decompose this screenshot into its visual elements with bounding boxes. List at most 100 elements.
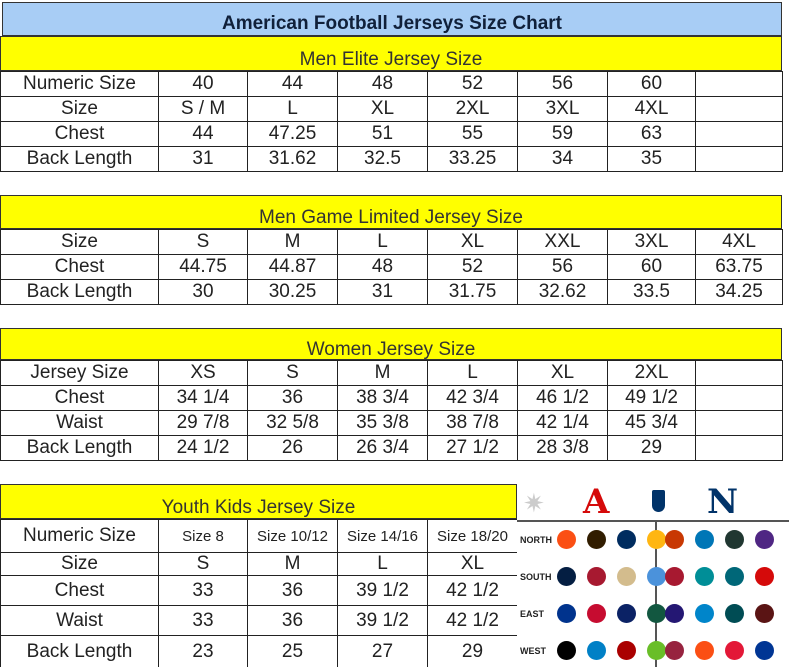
table-cell: XXL (517, 229, 608, 255)
table-cell: L (427, 360, 518, 386)
row-label: Size (0, 96, 159, 122)
table-cell: 29 (427, 635, 518, 667)
table-cell: XL (427, 552, 518, 576)
division-label: WEST (520, 646, 546, 656)
table-row: Chest 44.75 44.87 48 52 56 60 63.75 (0, 254, 783, 280)
table-cell: XL (517, 360, 608, 386)
row-label: Size (0, 552, 159, 576)
table-cell: Size 14/16 (337, 519, 428, 553)
nfc-logo: N (707, 482, 739, 522)
table-cell: 35 (607, 146, 696, 172)
row-label: Chest (0, 575, 159, 606)
size-table: Numeric Size 40 44 48 52 56 60 Size S / M L XL 2XL 3… (0, 71, 783, 172)
team-logo-icon (617, 604, 636, 623)
table-cell: 34 1/4 (158, 385, 248, 411)
divider (655, 520, 657, 667)
row-label: Chest (0, 254, 159, 280)
table-cell: 42 1/2 (427, 575, 518, 606)
table-cell: 56 (517, 71, 608, 97)
table-cell: 36 (247, 605, 338, 636)
table-row: Waist 29 7/8 32 5/8 35 3/8 38 7/8 42 1/4 45 3/… (0, 410, 783, 436)
table-cell: 31 (337, 279, 428, 305)
table-row: Chest 44 47.25 51 55 59 63 (0, 121, 783, 147)
division-label: EAST (520, 609, 545, 619)
table-cell (695, 71, 783, 97)
table-cell: 3XL (607, 229, 696, 255)
table-cell (695, 96, 783, 122)
table-cell: XS (158, 360, 248, 386)
section-heading: Men Game Limited Jersey Size (0, 195, 782, 229)
row-label: Jersey Size (0, 360, 159, 386)
table-cell: 56 (517, 254, 608, 280)
table-cell: S (247, 360, 338, 386)
table-cell (695, 146, 783, 172)
table-cell: 44.87 (247, 254, 338, 280)
table-cell: 26 (247, 435, 338, 461)
row-label: Chest (0, 385, 159, 411)
table-cell: 59 (517, 121, 608, 147)
table-cell: 48 (337, 254, 428, 280)
table-cell (695, 410, 783, 436)
table-cell: 44 (247, 71, 338, 97)
table-cell (695, 435, 783, 461)
table-cell: 27 1/2 (427, 435, 518, 461)
table-cell: 35 3/8 (337, 410, 428, 436)
team-logo-icon (725, 641, 744, 660)
table-cell: S (158, 552, 248, 576)
team-logo-icon (755, 567, 774, 586)
row-label: Waist (0, 605, 159, 636)
table-cell: 26 3/4 (337, 435, 428, 461)
table-cell: Size 8 (158, 519, 248, 553)
table-cell: XL (427, 229, 518, 255)
table-cell: XL (337, 96, 428, 122)
division-label: SOUTH (520, 572, 552, 582)
table-cell: 31 (158, 146, 248, 172)
table-cell: 63.75 (695, 254, 783, 280)
table-cell: 44.75 (158, 254, 248, 280)
team-logo-icon (755, 604, 774, 623)
table-cell: 32.62 (517, 279, 608, 305)
table-row: Back Length 30 30.25 31 31.75 32.62 33.5 34.25 (0, 279, 783, 305)
size-table-section: Youth Kids Jersey Size Numeric Size Size 8… (0, 484, 518, 667)
table-cell: 2XL (427, 96, 518, 122)
table-cell: 40 (158, 71, 248, 97)
team-logo-icon (695, 567, 714, 586)
table-row: Numeric Size 40 44 48 52 56 60 (0, 71, 783, 97)
table-cell: 4XL (695, 229, 783, 255)
table-cell: 32.5 (337, 146, 428, 172)
table-cell: 63 (607, 121, 696, 147)
table-cell: 36 (247, 385, 338, 411)
table-cell: 39 1/2 (337, 575, 428, 606)
table-cell: 45 3/4 (607, 410, 696, 436)
section-heading: Youth Kids Jersey Size (0, 484, 517, 519)
table-row: Numeric Size Size 8 Size 10/12 Size 14/16 Si… (0, 519, 518, 553)
table-cell: 31.62 (247, 146, 338, 172)
table-cell: 38 7/8 (427, 410, 518, 436)
size-table: Size S M L XL XXL 3XL 4XL Chest 44.75 44.87 48 52 56 6… (0, 229, 783, 305)
row-label: Numeric Size (0, 71, 159, 97)
table-cell: 44 (158, 121, 248, 147)
row-label: Numeric Size (0, 519, 159, 553)
table-row: Jersey Size XS S M L XL 2XL (0, 360, 783, 386)
team-logo-icon (755, 530, 774, 549)
team-logo-icon (647, 604, 666, 623)
table-cell: 34.25 (695, 279, 783, 305)
table-cell (695, 385, 783, 411)
team-logo-icon (695, 641, 714, 660)
size-table-section: Men Elite Jersey Size Numeric Size 40 44 48 5… (0, 36, 783, 172)
division-label: NORTH (520, 535, 552, 545)
team-logo-icon (665, 604, 684, 623)
row-label: Chest (0, 121, 159, 147)
row-label: Size (0, 229, 159, 255)
table-cell: 24 1/2 (158, 435, 248, 461)
table-cell: 60 (607, 254, 696, 280)
table-cell: L (247, 96, 338, 122)
row-label: Back Length (0, 146, 159, 172)
team-logo-icon (695, 530, 714, 549)
row-label: Waist (0, 410, 159, 436)
team-logo-icon (647, 641, 666, 660)
divider (517, 520, 789, 522)
table-cell: 47.25 (247, 121, 338, 147)
team-logo-icon (725, 567, 744, 586)
table-cell: 33 (158, 575, 248, 606)
